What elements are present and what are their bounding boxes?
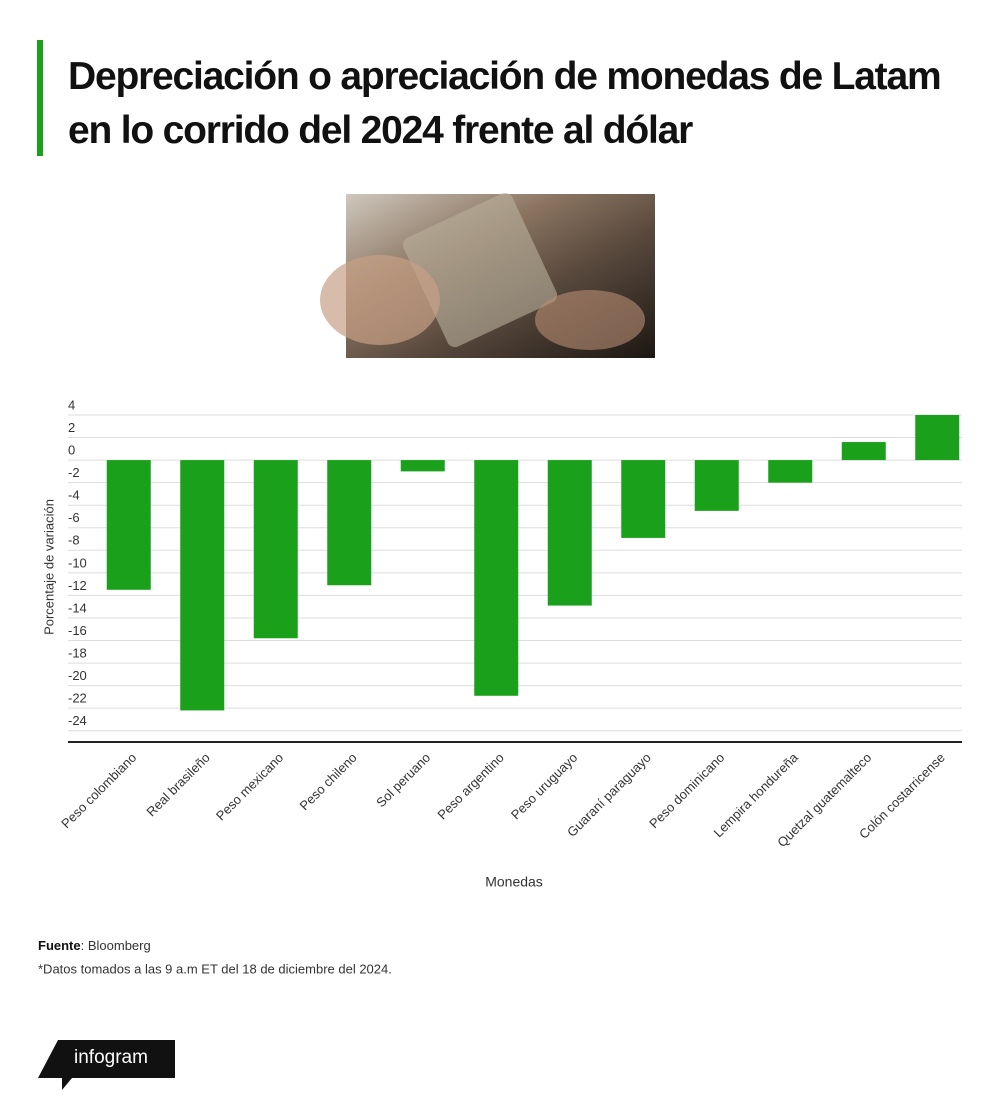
bar (400, 460, 445, 472)
source-text: : Bloomberg (81, 938, 151, 953)
bar (106, 460, 151, 590)
title-accent (37, 40, 43, 156)
x-tick-label: Peso colombiano (58, 750, 139, 831)
plot: 4 2 0 -2 -4 -6 -8 -10 -12 -14 -16 -18 -20 -22 -24 Peso … (58, 397, 962, 850)
y-tick-label: -10 (68, 555, 87, 570)
source: Fuente: Bloomberg (38, 938, 151, 953)
bar (547, 460, 592, 606)
brand: infogram (74, 1047, 148, 1068)
x-tick-label: Peso uruguayo (508, 750, 580, 822)
photo (320, 192, 655, 358)
brand-logo: infogram (38, 1040, 175, 1090)
bar (180, 460, 225, 711)
y-tick-label: -14 (68, 600, 87, 615)
x-axis-label: Monedas (485, 874, 543, 890)
bar (253, 460, 298, 639)
x-tick-label: Peso chileno (297, 750, 360, 813)
y-tick-label: -16 (68, 623, 87, 638)
x-tick-label: Sol peruano (373, 750, 433, 810)
x-tick-label: Real brasileño (143, 750, 212, 819)
x-tick-label: Guaraní paraguayo (564, 750, 654, 840)
y-tick-label: -12 (68, 578, 87, 593)
x-tick-label: Peso mexicano (213, 750, 286, 823)
x-tick-label: Peso dominicano (646, 750, 727, 831)
chart-title: Depreciación o apreciación de monedas de… (68, 55, 942, 152)
y-tick-label: 2 (68, 420, 75, 435)
y-tick-label: -8 (68, 533, 80, 548)
bar (327, 460, 372, 586)
y-tick-label: 0 (68, 443, 75, 458)
note: *Datos tomados a las 9 a.m ET del 18 de … (38, 961, 392, 976)
y-tick-label: -2 (68, 465, 80, 480)
bar (621, 460, 666, 538)
bar (915, 415, 960, 461)
y-tick-label: -18 (68, 646, 87, 661)
y-axis-label: Porcentaje de variación (41, 499, 56, 635)
bar (841, 442, 886, 461)
y-tick-label: -6 (68, 510, 80, 525)
y-tick-label: -24 (68, 713, 87, 728)
bar (474, 460, 519, 696)
bar (768, 460, 813, 483)
source-label: Fuente (38, 938, 81, 953)
bar (694, 460, 739, 511)
y-tick-label: -4 (68, 488, 80, 503)
x-tick-label: Peso argentino (434, 750, 506, 822)
y-tick-label: -22 (68, 691, 87, 706)
y-tick-label: 4 (68, 397, 75, 412)
y-tick-label: -20 (68, 668, 87, 683)
